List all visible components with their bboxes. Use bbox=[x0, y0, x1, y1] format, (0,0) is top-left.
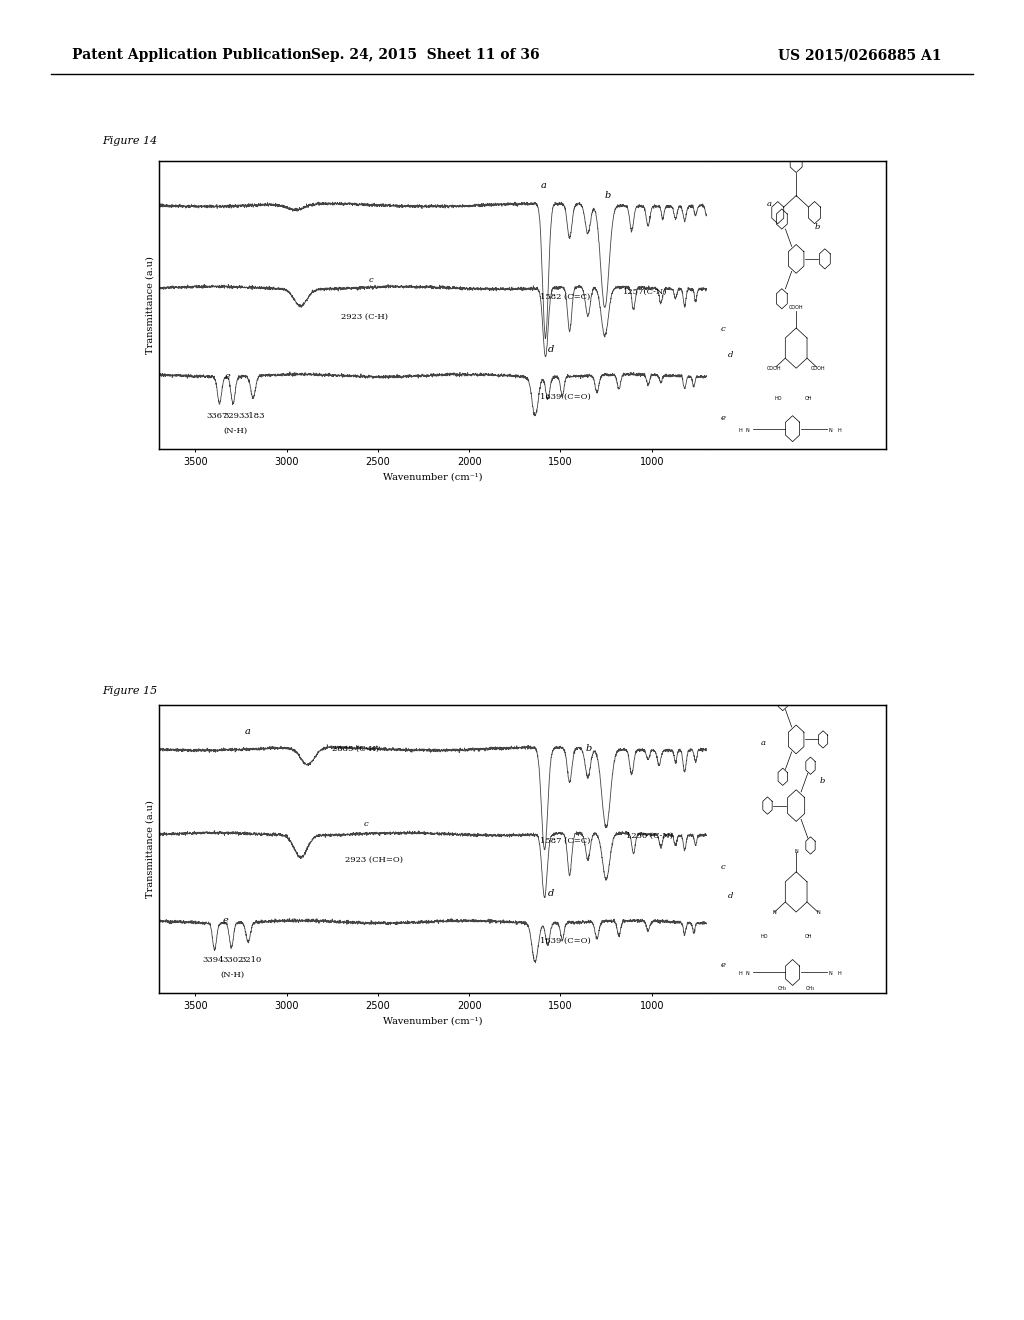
Text: N: N bbox=[816, 909, 820, 915]
Text: 1639 (C=O): 1639 (C=O) bbox=[541, 937, 591, 945]
Text: N: N bbox=[828, 972, 833, 977]
Text: b: b bbox=[815, 223, 820, 231]
Text: OH: OH bbox=[805, 935, 813, 939]
Text: b: b bbox=[586, 744, 592, 754]
Text: Patent Application Publication: Patent Application Publication bbox=[72, 49, 311, 62]
Text: N: N bbox=[745, 972, 750, 977]
Text: 2923 (C-H): 2923 (C-H) bbox=[341, 313, 388, 321]
Text: c: c bbox=[364, 820, 368, 828]
Text: a: a bbox=[760, 739, 765, 747]
Text: 3367: 3367 bbox=[207, 412, 228, 420]
Text: d: d bbox=[728, 351, 733, 359]
Text: d: d bbox=[728, 892, 733, 900]
Text: COOH: COOH bbox=[788, 305, 804, 310]
Text: a: a bbox=[541, 181, 547, 190]
Text: a: a bbox=[767, 201, 772, 209]
Text: e: e bbox=[721, 961, 726, 969]
Text: b: b bbox=[819, 776, 824, 784]
Text: 3293: 3293 bbox=[223, 412, 245, 420]
Text: HO: HO bbox=[775, 396, 782, 401]
Text: 1582 (C=C): 1582 (C=C) bbox=[541, 293, 591, 301]
X-axis label: Wavenumber (cm⁻¹): Wavenumber (cm⁻¹) bbox=[383, 1016, 482, 1026]
Text: N: N bbox=[795, 849, 798, 854]
Text: CH₃: CH₃ bbox=[777, 986, 786, 991]
Text: (N-H): (N-H) bbox=[220, 970, 245, 979]
Text: 2923 (CH=O): 2923 (CH=O) bbox=[345, 857, 403, 865]
Text: 3183: 3183 bbox=[244, 412, 265, 420]
Text: COOH: COOH bbox=[811, 366, 825, 371]
Text: e: e bbox=[721, 414, 726, 422]
Text: H: H bbox=[838, 428, 841, 433]
Text: e: e bbox=[222, 916, 228, 925]
Text: Sep. 24, 2015  Sheet 11 of 36: Sep. 24, 2015 Sheet 11 of 36 bbox=[310, 49, 540, 62]
Text: N: N bbox=[772, 909, 776, 915]
X-axis label: Wavenumber (cm⁻¹): Wavenumber (cm⁻¹) bbox=[383, 473, 482, 482]
Text: N: N bbox=[745, 428, 750, 433]
Text: H: H bbox=[739, 972, 742, 977]
Text: e: e bbox=[224, 372, 230, 381]
Y-axis label: Transmittance (a.u): Transmittance (a.u) bbox=[145, 256, 155, 354]
Text: N: N bbox=[828, 428, 833, 433]
Text: Figure 14: Figure 14 bbox=[102, 136, 158, 147]
Text: 3302: 3302 bbox=[222, 956, 244, 964]
Text: d: d bbox=[548, 346, 554, 355]
Text: HO: HO bbox=[760, 935, 768, 939]
Text: OH: OH bbox=[805, 396, 813, 401]
Text: 1257(C-N): 1257(C-N) bbox=[623, 288, 667, 296]
Y-axis label: Transmittance (a.u): Transmittance (a.u) bbox=[145, 800, 155, 898]
Text: a: a bbox=[245, 727, 251, 737]
Text: d: d bbox=[548, 890, 554, 899]
Text: H: H bbox=[838, 972, 841, 977]
Text: Figure 15: Figure 15 bbox=[102, 686, 158, 697]
Text: COOH: COOH bbox=[767, 366, 781, 371]
Text: CH₃: CH₃ bbox=[806, 986, 815, 991]
Text: 1250 (C-N): 1250 (C-N) bbox=[627, 832, 673, 840]
Text: 1587 (C=C): 1587 (C=C) bbox=[541, 837, 591, 845]
Text: US 2015/0266885 A1: US 2015/0266885 A1 bbox=[778, 49, 942, 62]
Text: 2885 (C-H): 2885 (C-H) bbox=[332, 746, 379, 754]
Text: H: H bbox=[739, 428, 742, 433]
Text: (N-H): (N-H) bbox=[223, 426, 248, 436]
Text: 3394: 3394 bbox=[203, 956, 224, 964]
Text: c: c bbox=[721, 325, 726, 333]
Text: b: b bbox=[605, 190, 611, 199]
Text: 1639 (C=O): 1639 (C=O) bbox=[541, 393, 591, 401]
Text: 3210: 3210 bbox=[241, 956, 261, 964]
Text: c: c bbox=[369, 276, 374, 284]
Text: c: c bbox=[721, 863, 726, 871]
